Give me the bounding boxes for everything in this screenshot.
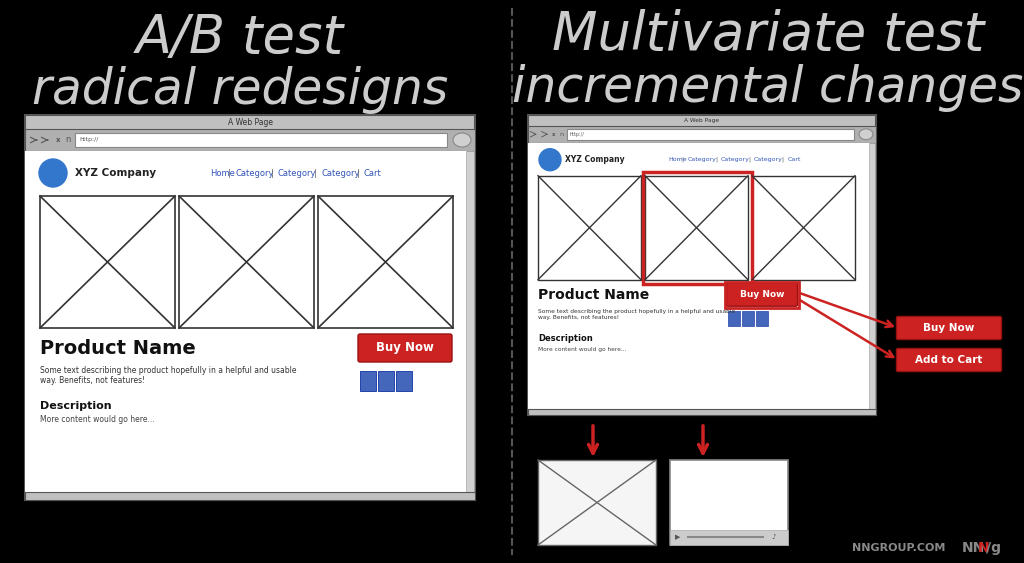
Bar bbox=[528, 142, 869, 409]
Bar bbox=[318, 196, 453, 328]
Bar bbox=[528, 409, 876, 415]
Bar bbox=[396, 371, 412, 391]
Text: XYZ Company: XYZ Company bbox=[75, 168, 156, 178]
Circle shape bbox=[39, 159, 67, 187]
Text: http://: http:// bbox=[79, 137, 98, 142]
Text: Some text describing the product hopefully in a helpful and usable
way. Benefits: Some text describing the product hopeful… bbox=[538, 309, 735, 320]
Bar bbox=[670, 460, 788, 545]
Text: |: | bbox=[357, 168, 359, 177]
Text: Category: Category bbox=[278, 168, 316, 177]
Bar bbox=[25, 151, 467, 492]
Bar bbox=[538, 460, 656, 545]
Text: Description: Description bbox=[40, 401, 112, 411]
Text: /g: /g bbox=[986, 541, 1001, 555]
Text: n: n bbox=[66, 136, 71, 145]
Text: Category: Category bbox=[321, 168, 359, 177]
Text: XYZ Company: XYZ Company bbox=[565, 155, 625, 164]
Bar bbox=[25, 129, 475, 151]
Bar bbox=[360, 371, 376, 391]
Text: Multivariate test: Multivariate test bbox=[552, 9, 984, 61]
Text: x: x bbox=[55, 137, 60, 143]
Text: Add to Cart: Add to Cart bbox=[915, 355, 983, 365]
Text: incremental changes: incremental changes bbox=[512, 64, 1024, 112]
Text: Buy Now: Buy Now bbox=[376, 342, 434, 355]
Text: |: | bbox=[682, 157, 684, 163]
Bar bbox=[25, 115, 475, 500]
Text: NN: NN bbox=[962, 541, 985, 555]
Text: Cart: Cart bbox=[787, 157, 801, 162]
Text: Category: Category bbox=[721, 157, 750, 162]
Text: NNGROUP.COM: NNGROUP.COM bbox=[852, 543, 945, 553]
Text: Product Name: Product Name bbox=[538, 288, 649, 302]
Bar bbox=[528, 126, 876, 142]
Bar bbox=[378, 371, 394, 391]
Text: Cart: Cart bbox=[364, 168, 382, 177]
Text: More content would go here...: More content would go here... bbox=[538, 347, 627, 352]
Text: Some text describing the product hopefully in a helpful and usable
way. Benefits: Some text describing the product hopeful… bbox=[40, 366, 297, 386]
Text: Buy Now: Buy Now bbox=[739, 290, 784, 299]
FancyBboxPatch shape bbox=[896, 348, 1001, 372]
Text: |: | bbox=[715, 157, 717, 163]
Text: ♪: ♪ bbox=[772, 534, 776, 540]
Bar bbox=[538, 176, 641, 280]
Bar bbox=[742, 311, 754, 326]
Bar bbox=[25, 492, 475, 500]
Bar bbox=[643, 172, 752, 284]
Ellipse shape bbox=[453, 133, 471, 147]
Text: radical redesigns: radical redesigns bbox=[32, 66, 449, 114]
Text: Home: Home bbox=[668, 157, 687, 162]
Text: |: | bbox=[314, 168, 316, 177]
Text: http://: http:// bbox=[569, 132, 585, 137]
Text: A/B test: A/B test bbox=[136, 12, 344, 64]
Text: |: | bbox=[271, 168, 273, 177]
Bar bbox=[728, 311, 740, 326]
Text: |: | bbox=[228, 168, 230, 177]
FancyBboxPatch shape bbox=[358, 334, 452, 362]
Text: Description: Description bbox=[538, 334, 593, 343]
Ellipse shape bbox=[859, 129, 872, 140]
Bar bbox=[40, 196, 175, 328]
Text: Product Name: Product Name bbox=[40, 338, 196, 358]
Bar bbox=[756, 311, 768, 326]
Text: x: x bbox=[552, 132, 555, 137]
FancyBboxPatch shape bbox=[726, 283, 798, 306]
Circle shape bbox=[539, 149, 561, 171]
Bar bbox=[670, 530, 788, 545]
Text: Category: Category bbox=[687, 157, 717, 162]
Text: Category: Category bbox=[754, 157, 783, 162]
Text: N: N bbox=[978, 541, 989, 555]
Text: A Web Page: A Web Page bbox=[227, 118, 272, 127]
Text: ▶: ▶ bbox=[675, 534, 681, 540]
Text: More content would go here...: More content would go here... bbox=[40, 415, 155, 425]
FancyBboxPatch shape bbox=[896, 316, 1001, 339]
Bar bbox=[868, 142, 874, 409]
Text: Buy Now: Buy Now bbox=[924, 323, 975, 333]
Text: Category: Category bbox=[234, 168, 273, 177]
Text: A Web Page: A Web Page bbox=[684, 118, 720, 123]
Bar bbox=[528, 115, 876, 415]
Text: |: | bbox=[781, 157, 783, 163]
Text: Home: Home bbox=[210, 168, 234, 177]
Bar bbox=[645, 176, 748, 280]
Bar bbox=[179, 196, 314, 328]
Bar bbox=[466, 151, 474, 492]
Bar bbox=[725, 282, 799, 308]
Text: |: | bbox=[748, 157, 751, 163]
Text: n: n bbox=[559, 132, 563, 137]
Bar bbox=[566, 129, 854, 140]
Bar bbox=[75, 133, 447, 147]
Bar bbox=[752, 176, 855, 280]
